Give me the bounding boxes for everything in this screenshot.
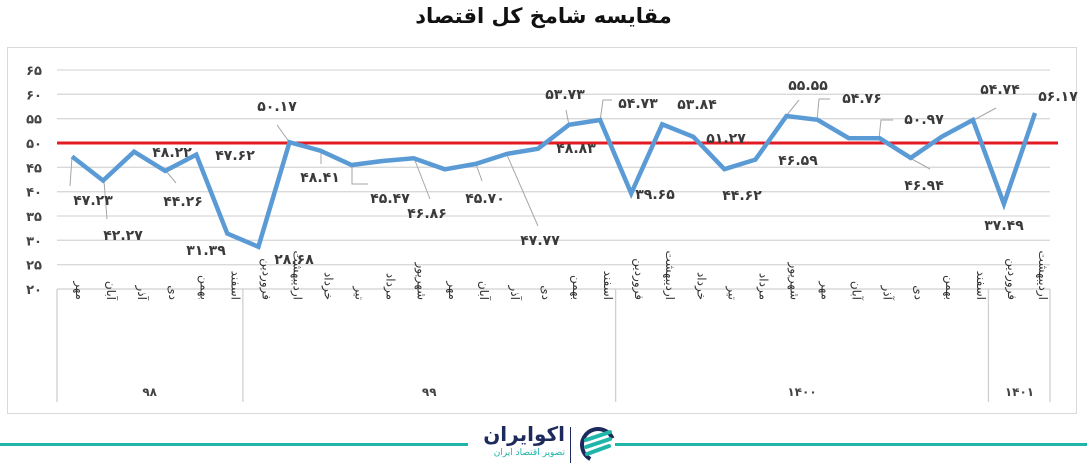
data-label: ۴۷.۲۳ [73, 193, 113, 209]
data-label: ۴۵.۷۰ [465, 191, 505, 207]
x-month-label: اردیبهشت [662, 251, 677, 300]
y-tick-label: ۵۵ [26, 113, 42, 128]
chart-title: مقایسه شامخ کل اقتصاد [415, 4, 672, 28]
y-tick-label: ۶۵ [26, 64, 42, 79]
x-month-label: شهریور [786, 261, 801, 300]
x-month-label: فروردین [1004, 258, 1019, 300]
brand-name: اکوایران [483, 422, 565, 446]
x-month-label: مرداد [755, 273, 770, 300]
x-month-label: بهمن [569, 275, 584, 300]
data-label: ۴۶.۹۴ [904, 178, 944, 194]
x-month-label: تیر [352, 285, 367, 300]
data-label: ۴۲.۲۷ [103, 228, 143, 244]
x-year-label: ۹۸ [142, 385, 157, 399]
x-month-label: مهر [445, 280, 460, 300]
x-month-label: شهریور [414, 261, 429, 300]
data-label: ۵۴.۷۴ [980, 82, 1020, 98]
data-label: ۵۵.۵۵ [788, 78, 828, 94]
brand-tagline: تصویر اقتصاد ایران [493, 448, 565, 458]
data-labels: ۴۷.۲۳ ۴۲.۲۷ ۴۸.۲۲ ۴۴.۲۶ ۴۷.۶۲ ۳۱.۳۹ ۲۸.۶۸ ۵۰.۱۷… [73, 78, 1078, 268]
x-month-label: مهر [72, 280, 87, 300]
x-month-label: خرداد [321, 272, 336, 300]
data-label: ۴۶.۸۶ [407, 206, 447, 222]
brand-divider [570, 427, 571, 463]
data-label: ۴۸.۴۱ [300, 170, 340, 186]
x-month-label: آذر [134, 285, 150, 301]
data-label: ۴۷.۶۲ [215, 148, 255, 164]
y-axis-ticks: ۲۰ ۲۵ ۳۰ ۳۵ ۴۰ ۴۵ ۵۰ ۵۵ ۶۰ ۶۵ [26, 64, 42, 298]
data-label: ۴۸.۲۲ [152, 145, 192, 161]
data-label: ۴۷.۷۷ [520, 233, 560, 249]
x-month-label: اسفند [228, 271, 242, 300]
chart-frame [7, 47, 1077, 414]
data-label: ۵۰.۱۷ [257, 99, 297, 115]
data-label: ۵۴.۷۶ [842, 91, 882, 107]
x-year-label: ۱۴۰۰ [787, 385, 816, 399]
y-tick-label: ۳۵ [26, 210, 42, 225]
data-label: ۲۸.۶۸ [274, 252, 314, 268]
y-tick-label: ۵۰ [26, 137, 42, 152]
x-month-label: مرداد [383, 273, 398, 300]
x-month-label: بهمن [942, 275, 957, 300]
x-month-label: آذر [880, 285, 896, 301]
brand-text: اکوایران تصویر اقتصاد ایران [483, 421, 565, 459]
data-label: ۴۶.۵۹ [778, 153, 818, 169]
data-label: ۴۴.۲۶ [163, 194, 203, 210]
x-month-label: دی [539, 285, 553, 300]
y-tick-label: ۲۰ [26, 283, 42, 298]
x-month-label: آذر [507, 285, 523, 301]
line-chart: ۲۰ ۲۵ ۳۰ ۳۵ ۴۰ ۴۵ ۵۰ ۵۵ ۶۰ ۶۵ مهر آبان آذر دی بهمن اسف… [26, 64, 1078, 402]
y-tick-label: ۴۵ [26, 161, 42, 176]
y-tick-label: ۴۰ [26, 186, 42, 201]
data-label: ۳۱.۳۹ [186, 243, 226, 259]
data-label: ۴۸.۸۳ [556, 141, 596, 157]
x-month-label: فروردین [258, 258, 273, 300]
x-month-label: آبان [104, 281, 119, 301]
x-month-label: بهمن [196, 275, 211, 300]
x-month-label: اسفند [974, 271, 988, 300]
x-month-label: آبان [850, 281, 865, 301]
data-label: ۵۰.۹۷ [904, 112, 944, 128]
data-label: ۳۷.۴۹ [984, 218, 1024, 234]
x-year-label: ۹۹ [422, 385, 437, 399]
x-month-label: مهر [818, 280, 833, 300]
data-label: ۵۳.۸۴ [677, 97, 717, 113]
x-month-label: دی [912, 285, 926, 300]
data-label: ۵۶.۱۷ [1038, 89, 1078, 105]
y-tick-label: ۳۰ [26, 234, 42, 249]
x-month-label: اردیبهشت [1035, 251, 1050, 300]
data-label: ۵۳.۷۳ [545, 87, 585, 103]
x-axis-labels: مهر آبان آذر دی بهمن اسفند ۹۸ فروردین اردیبهشت خر… [72, 251, 1050, 399]
data-label: ۵۴.۷۳ [618, 96, 658, 112]
series-line [70, 112, 1038, 250]
data-label: ۵۱.۲۷ [706, 131, 746, 147]
x-month-label: آبان [477, 281, 492, 301]
x-year-label: ۱۴۰۱ [1005, 385, 1034, 399]
data-label: ۴۵.۴۷ [370, 191, 410, 207]
data-label: ۴۴.۶۲ [722, 188, 762, 204]
data-label: ۳۹.۶۵ [635, 187, 675, 203]
x-month-label: خرداد [693, 272, 708, 300]
footer-line-right [615, 443, 1087, 446]
footer-line-left [0, 443, 468, 446]
brand-mark-icon [580, 427, 616, 463]
brand-logo: اکوایران تصویر اقتصاد ایران [470, 421, 616, 469]
x-month-label: اردیبهشت [289, 251, 304, 300]
y-tick-label: ۶۰ [26, 88, 42, 103]
y-tick-label: ۲۵ [26, 259, 42, 274]
x-month-label: دی [166, 285, 180, 300]
x-month-label: فروردین [631, 258, 646, 300]
x-month-label: اسفند [601, 271, 615, 300]
leader-lines [69, 98, 997, 227]
x-axis-category-box [56, 288, 1051, 402]
x-month-label: تیر [724, 285, 739, 300]
